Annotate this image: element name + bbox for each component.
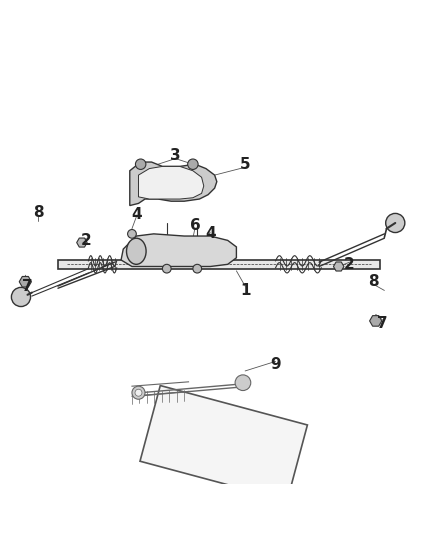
Circle shape <box>135 389 142 396</box>
Polygon shape <box>138 166 204 199</box>
Polygon shape <box>130 162 217 206</box>
Polygon shape <box>333 262 344 271</box>
Text: 2: 2 <box>344 257 355 272</box>
Text: 9: 9 <box>270 357 281 372</box>
Circle shape <box>11 287 31 306</box>
Circle shape <box>135 159 146 169</box>
Circle shape <box>193 264 201 273</box>
Text: 4: 4 <box>131 207 141 222</box>
Text: 3: 3 <box>170 148 181 163</box>
Text: 8: 8 <box>33 205 44 220</box>
Text: 1: 1 <box>240 283 251 298</box>
Text: 5: 5 <box>240 157 251 172</box>
Text: 7: 7 <box>22 279 33 294</box>
Polygon shape <box>121 234 237 266</box>
Circle shape <box>132 386 145 399</box>
Polygon shape <box>370 316 382 326</box>
Polygon shape <box>77 238 87 247</box>
Ellipse shape <box>127 238 146 264</box>
Bar <box>58 260 380 269</box>
Circle shape <box>187 159 198 169</box>
Text: 2: 2 <box>81 233 92 248</box>
Bar <box>140 385 307 500</box>
Circle shape <box>127 230 136 238</box>
Text: 4: 4 <box>205 227 215 241</box>
Text: 8: 8 <box>368 274 379 289</box>
Text: 6: 6 <box>190 217 201 232</box>
Circle shape <box>386 213 405 232</box>
Circle shape <box>162 264 171 273</box>
Circle shape <box>235 375 251 391</box>
Text: 7: 7 <box>377 316 388 330</box>
Polygon shape <box>19 277 32 287</box>
